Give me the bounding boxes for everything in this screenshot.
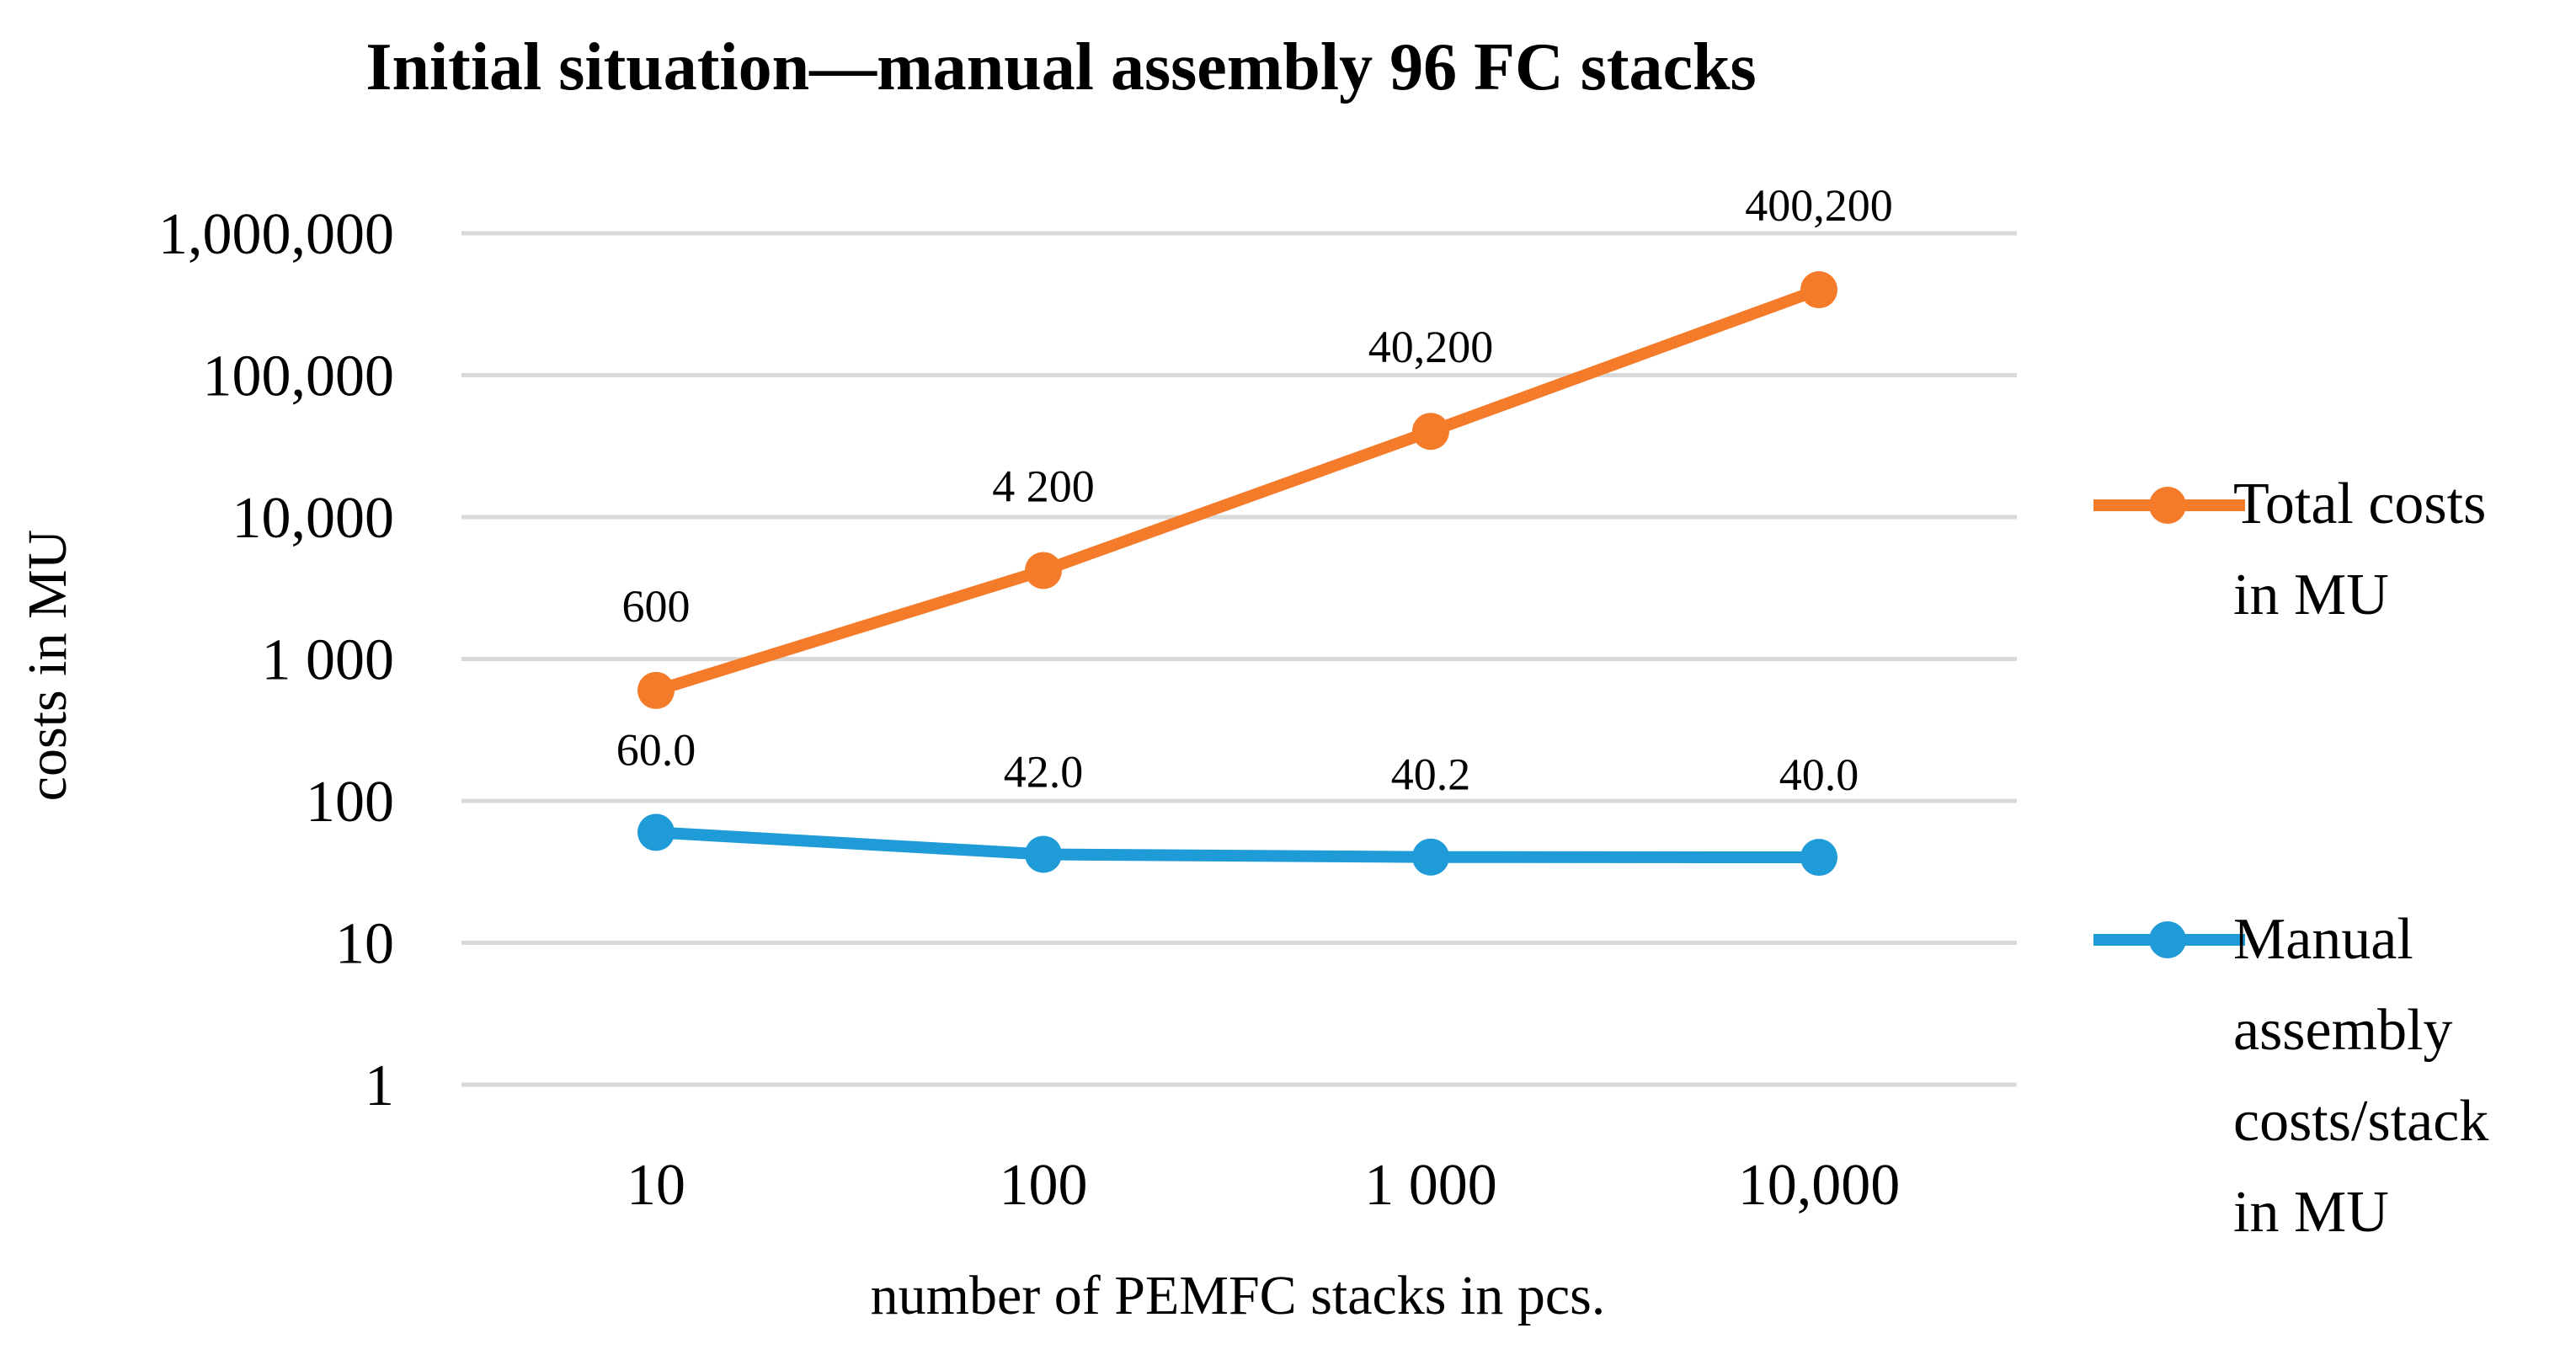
legend-item-total-costs: Total costs in MU — [2088, 459, 2576, 653]
series-line — [650, 284, 1825, 696]
legend-marker-total-costs — [2093, 487, 2245, 524]
legend-label-line: assembly — [2233, 998, 2453, 1063]
data-point — [637, 671, 675, 709]
data-point — [1412, 838, 1449, 876]
x-axis-title: number of PEMFC stacks in pcs. — [871, 1265, 1606, 1326]
y-tick-label: 100,000 — [203, 344, 395, 409]
data-label: 600 — [622, 581, 691, 632]
y-axis-title: costs in MU — [17, 530, 78, 802]
legend-marker-manual-assembly — [2093, 921, 2245, 958]
x-tick-label: 1 000 — [1364, 1153, 1497, 1218]
grid-lines — [461, 231, 2017, 1087]
y-tick-label: 10,000 — [232, 486, 395, 551]
data-labels: 600 4 200 40,200 400,200 60.0 42.0 40.2 40.0 — [616, 180, 1893, 800]
series-lines — [637, 271, 1837, 877]
legend-label-manual-assembly: Manual assembly costs/stack in MU — [2233, 894, 2570, 1258]
data-label: 42.0 — [1004, 746, 1084, 797]
legend-label-line: Total costs — [2233, 472, 2487, 536]
data-point — [637, 814, 675, 851]
y-tick-label: 100 — [306, 770, 394, 835]
data-label: 40.2 — [1391, 750, 1471, 800]
y-tick-label: 1 000 — [262, 628, 395, 693]
data-label: 40.0 — [1779, 750, 1859, 800]
data-point — [1800, 839, 1837, 877]
x-tick-label: 100 — [1000, 1153, 1088, 1218]
data-label: 40,200 — [1368, 322, 1494, 372]
data-point — [1025, 835, 1062, 873]
y-tick-label: 10 — [335, 912, 394, 977]
series-line — [650, 826, 1825, 864]
x-tick-label: 10,000 — [1738, 1153, 1901, 1218]
data-point — [1412, 413, 1449, 451]
x-tick-label: 10 — [627, 1153, 685, 1218]
legend-label-line: in MU — [2233, 563, 2389, 627]
data-label: 60.0 — [616, 724, 696, 775]
y-tick-label: 1,000,000 — [158, 202, 394, 267]
legend-label-line: Manual — [2233, 907, 2413, 972]
data-point — [1025, 552, 1062, 589]
legend-label-line: costs/stack — [2233, 1089, 2489, 1154]
legend-label-total-costs: Total costs in MU — [2233, 459, 2570, 641]
x-tick-labels: 10 100 1 000 10,000 — [627, 1153, 1900, 1218]
data-label: 4 200 — [992, 461, 1095, 511]
data-point — [1800, 271, 1837, 309]
legend-item-manual-assembly: Manual assembly costs/stack in MU — [2088, 894, 2576, 1273]
chart-title: Initial situation—manual assembly 96 FC … — [365, 30, 1757, 104]
y-tick-label: 1 — [365, 1054, 394, 1118]
y-tick-labels: 1 10 100 1 000 10,000 100,000 1,000,000 — [158, 202, 394, 1118]
data-label: 400,200 — [1745, 180, 1893, 231]
legend-label-line: in MU — [2233, 1180, 2389, 1245]
